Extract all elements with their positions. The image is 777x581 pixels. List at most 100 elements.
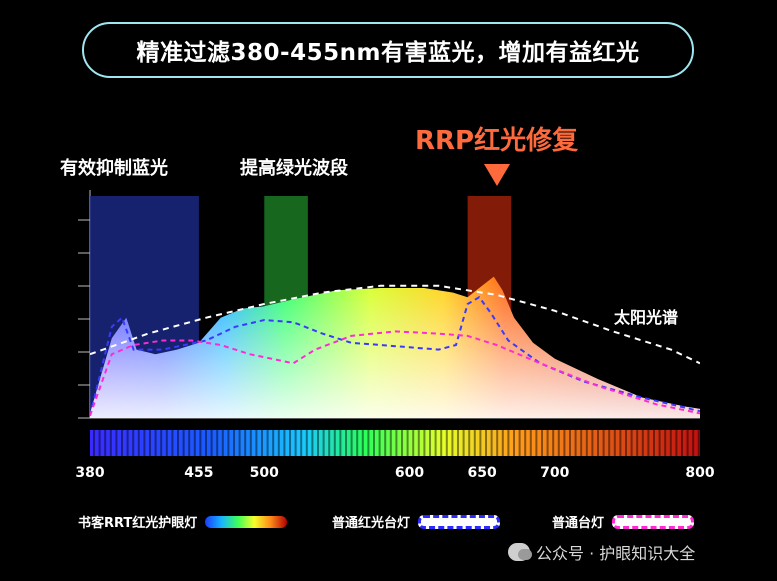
spectrum-bar-stripe	[546, 430, 549, 456]
spectrum-bar-stripe	[692, 430, 695, 456]
spectrum-bar-stripe	[473, 430, 476, 456]
spectrum-bar-stripe	[479, 430, 482, 456]
spectrum-bar-stripe	[529, 430, 532, 456]
spectrum-bar-stripe	[412, 430, 415, 456]
spectrum-bar-stripe	[574, 430, 577, 456]
normal-lamp-line	[90, 330, 700, 417]
spectrum-bar-stripe	[115, 430, 118, 456]
spectrum-bar-stripe	[227, 430, 230, 456]
spectrum-bar-stripe	[496, 430, 499, 456]
spectrum-bar-stripe	[93, 430, 95, 456]
spectrum-bar-stripe	[98, 430, 101, 456]
spectrum-bar-stripe	[619, 430, 622, 456]
watermark-text: 公众号 · 护眼知识大全	[536, 544, 696, 563]
spectrum-bar-stripe	[261, 430, 263, 456]
spectrum-bar-stripe	[378, 430, 381, 456]
spectrum-bar-stripe	[664, 430, 667, 456]
spectrum-bar-stripe	[205, 430, 207, 456]
x-tick-label: 600	[395, 465, 424, 481]
spectrum-bar-stripe	[681, 430, 683, 456]
spectrum-bar-stripe	[322, 430, 325, 456]
x-tick-label: 500	[250, 465, 279, 481]
spectrum-bar-stripe	[294, 430, 297, 456]
spectrum-bar-stripe	[501, 430, 504, 456]
x-tick-label: 700	[540, 465, 569, 481]
spectrum-bar-stripe	[126, 430, 129, 456]
spectrum-bar-stripe	[507, 430, 510, 456]
spectrum-bar-stripe	[389, 430, 392, 456]
legend-label-normal-lamp: 普通台灯	[552, 516, 605, 531]
spectrum-bar-stripe	[109, 430, 112, 456]
spectrum-bar-stripe	[434, 430, 437, 456]
spectrum-bar-stripe	[244, 430, 247, 456]
spectrum-bar-stripe	[289, 430, 291, 456]
spectrum-bar-stripe	[160, 430, 163, 456]
page-title-text: 精准过滤380-455nm有害蓝光，增加有益红光	[136, 40, 640, 66]
spectrum-bar-stripe	[518, 430, 521, 456]
legend-label-red-lamp: 普通红光台灯	[332, 516, 411, 531]
spectrum-bar-stripe	[384, 430, 387, 456]
spectrum-bar-stripe	[658, 430, 661, 456]
spectrum-bar-stripe	[406, 430, 409, 456]
spectrum-bar-stripe	[300, 430, 303, 456]
legend-item-normal-lamp: 普通台灯	[552, 512, 695, 531]
spectrum-bar-stripe	[608, 430, 611, 456]
spectrum-bar-stripe	[137, 430, 140, 456]
x-tick-label: 650	[468, 465, 497, 481]
spectrum-bar-stripe	[440, 430, 443, 456]
spectrum-bar-stripe	[149, 430, 151, 456]
spectrum-bar-stripe	[272, 430, 275, 456]
spectrum-bar-stripe	[311, 430, 314, 456]
red-region-label: RRP红光修复	[415, 126, 579, 156]
spectrum-bar-stripe	[653, 430, 655, 456]
spectrum-bar-stripe	[569, 430, 571, 456]
spectrum-bar-stripe	[373, 430, 375, 456]
spectrum-bar-stripe	[636, 430, 639, 456]
spectrum-bar-stripe	[429, 430, 431, 456]
spectrum-bar-stripe	[333, 430, 336, 456]
spectrum-bar-stripe	[580, 430, 583, 456]
legend-swatch-gradient	[205, 515, 288, 528]
spectrum-bar-stripe	[457, 430, 459, 456]
spectrum-bar-stripe	[188, 430, 191, 456]
spectrum-bar-stripe	[613, 430, 616, 456]
spectrum-bar-stripe	[249, 430, 252, 456]
spectrum-bar-stripe	[328, 430, 331, 456]
spectrum-bar	[90, 430, 700, 456]
spectrum-bar-stripe	[597, 430, 599, 456]
spectrum-bar-stripe	[563, 430, 566, 456]
spectrum-bar-stripe	[445, 430, 448, 456]
spectrum-bar-stripe	[401, 430, 403, 456]
spectrum-bar-stripe	[641, 430, 644, 456]
spectrum-bar-stripe	[552, 430, 555, 456]
spectrum-bar-stripe	[238, 430, 241, 456]
watermark: 公众号 · 护眼知识大全	[508, 540, 695, 564]
spectrum-bar-stripe	[468, 430, 471, 456]
spectrum-bar-stripe	[490, 430, 493, 456]
spectrum-bar-stripe	[541, 430, 543, 456]
wechat-icon	[508, 543, 532, 561]
spectrum-bar-stripe	[104, 430, 107, 456]
spectrum-bar-stripe	[367, 430, 370, 456]
spectrum-bar-stripe	[121, 430, 123, 456]
green-region-label: 提高绿光波段	[240, 158, 348, 179]
spectrum-bar-stripe	[216, 430, 219, 456]
page-title: 精准过滤380-455nm有害蓝光，增加有益红光	[82, 22, 694, 78]
spectrum-bar-stripe	[675, 430, 678, 456]
spectrum-bar-stripe	[305, 430, 308, 456]
spectrum-bar-stripe	[630, 430, 633, 456]
legend-label-rrt-lamp: 书客RRT红光护眼灯	[78, 516, 198, 531]
sun-spectrum-label: 太阳光谱	[614, 308, 679, 327]
spectrum-bar-stripe	[602, 430, 605, 456]
spectrum-bar-stripe	[647, 430, 650, 456]
spectrum-bar-stripe	[317, 430, 319, 456]
x-tick-label: 800	[685, 465, 714, 481]
spectrum-bar-stripe	[199, 430, 202, 456]
spectrum-bar-stripe	[697, 430, 700, 456]
spectrum-bar-stripe	[451, 430, 454, 456]
spectrum-bar-stripe	[417, 430, 420, 456]
spectrum-bar-stripe	[513, 430, 515, 456]
spectrum-bar-stripe	[177, 430, 179, 456]
spectrum-bar-stripe	[182, 430, 185, 456]
